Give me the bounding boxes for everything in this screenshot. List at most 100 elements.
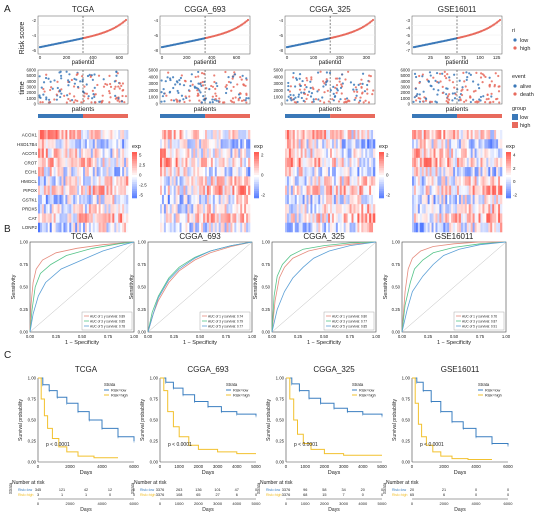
heatmap-cell: [492, 148, 495, 159]
heatmap-cell: [104, 204, 107, 214]
heatmap-cell: [425, 167, 428, 177]
heatmap-cell: [120, 185, 123, 196]
heatmap-cell: [59, 148, 62, 159]
heatmap-cell: [222, 176, 225, 186]
heatmap-cell: [286, 213, 290, 224]
heatmap-cell: [224, 157, 227, 168]
heatmap-cell: [86, 130, 90, 140]
heatmap-cell: [286, 157, 290, 168]
time-point: [446, 101, 450, 104]
heatmap-cell: [347, 130, 350, 140]
heatmap-cell: [478, 148, 481, 159]
heatmap-cell: [464, 194, 468, 205]
time-point: [336, 89, 339, 92]
heatmap-cell: [116, 157, 119, 168]
heatmap-cell: [232, 130, 235, 140]
time-point: [178, 99, 181, 102]
heatmap-cell: [92, 157, 96, 168]
heatmap-cell: [73, 194, 76, 205]
time-point: [445, 100, 448, 103]
heatmap-cell: [330, 139, 333, 149]
heatmap-cell: [67, 222, 70, 233]
time-point: [91, 78, 94, 81]
heatmap-cell: [39, 185, 43, 196]
heatmap-cell: [437, 130, 440, 140]
heatmap-cell: [288, 176, 292, 186]
heatmap-cell: [496, 222, 499, 233]
time-point: [311, 86, 314, 89]
heatmap-cell: [413, 139, 417, 149]
heatmap-cell: [226, 222, 229, 233]
heatmap-cell: [104, 130, 107, 140]
heatmap-cell: [228, 176, 231, 186]
heatmap-cell: [359, 139, 362, 149]
time-point: [225, 87, 228, 90]
heatmap-cell: [59, 176, 62, 186]
heatmap-cell: [160, 204, 163, 214]
heatmap-cell: [490, 139, 493, 149]
heatmap-cell: [205, 204, 208, 214]
time-point: [495, 98, 498, 101]
heatmap-cell: [296, 222, 299, 233]
heatmap-cell: [492, 157, 495, 168]
heatmap-cell: [220, 185, 223, 196]
time-point: [172, 86, 175, 90]
time-ytick: 5000: [26, 73, 36, 78]
heatmap-cell: [244, 222, 247, 233]
heatmap-cell: [177, 194, 180, 205]
heatmap-cell: [413, 222, 417, 233]
heatmap-cell: [83, 194, 86, 205]
heatmap-cell: [224, 130, 227, 140]
risk-count-high: 0: [133, 493, 135, 497]
heatmap-cell: [38, 176, 41, 186]
time-point: [211, 98, 214, 101]
heatmap-cell: [201, 139, 204, 149]
heatmap-cell: [468, 213, 471, 224]
time-point: [180, 94, 184, 97]
heatmap-cell: [494, 157, 497, 168]
heatmap-cell: [195, 167, 198, 177]
group-bar-low: [412, 114, 457, 118]
heatmap-cell: [122, 185, 125, 196]
heatmap-cell: [92, 139, 96, 149]
heatmap-cell: [419, 130, 423, 140]
heatmap-cell: [161, 148, 165, 159]
heatmap-cell: [286, 167, 290, 177]
heatmap-cell: [86, 194, 90, 205]
heatmap-cell: [500, 213, 503, 224]
heatmap-cell: [59, 194, 62, 205]
colorbar-step: [379, 158, 384, 162]
time-point: [362, 101, 365, 104]
heatmap-cell: [120, 204, 123, 214]
heatmap-cell: [248, 167, 251, 177]
heatmap-cell: [230, 148, 233, 159]
heatmap-cell: [310, 167, 313, 177]
heatmap-cell: [298, 130, 301, 140]
time-ytick: 2000: [148, 88, 158, 93]
heatmap-cell: [83, 148, 86, 159]
colorbar-tick: -2: [386, 193, 390, 198]
heatmap-cell: [494, 130, 497, 140]
heatmap-cell: [203, 204, 206, 214]
heatmap-cell: [228, 204, 231, 214]
heatmap-cell: [183, 194, 186, 205]
heatmap-cell: [343, 204, 346, 214]
heatmap-cell: [339, 130, 343, 140]
km-legend-low: Risk=low: [485, 388, 501, 392]
heatmap-cell: [320, 222, 323, 233]
colorbar-step: [132, 163, 137, 167]
risk-count-high: 0: [255, 493, 257, 497]
heatmap-cell: [73, 176, 76, 186]
heatmap-cell: [439, 148, 442, 159]
colorbar-step: [379, 154, 384, 157]
heatmap-cell: [49, 185, 52, 196]
risk-score-point: [124, 18, 128, 22]
time-point: [42, 81, 46, 84]
roc-ylabel: Sensitivity: [129, 274, 135, 299]
heatmap-cell: [482, 213, 485, 224]
heatmap-cell: [361, 222, 364, 233]
time-point: [497, 74, 500, 78]
heatmap-cell: [55, 176, 58, 186]
time-point: [451, 92, 454, 95]
risk-ytick: -3: [406, 18, 410, 23]
